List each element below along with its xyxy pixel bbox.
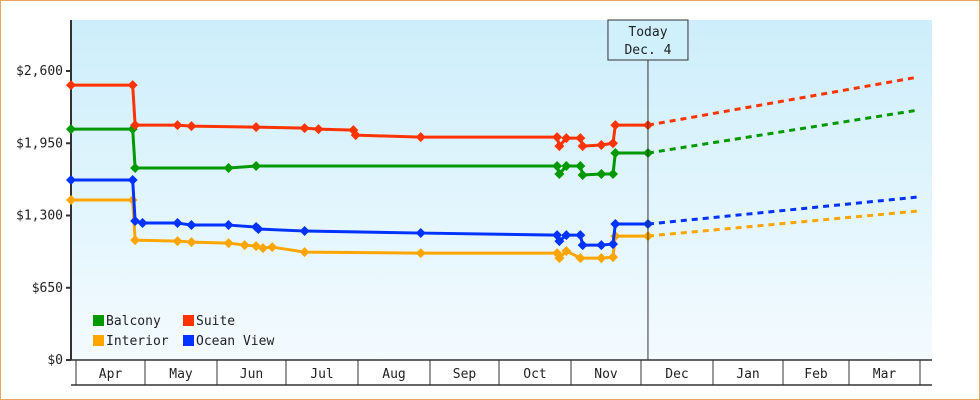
suite-point (577, 141, 588, 152)
ocean-view-point (223, 220, 234, 231)
ocean-view-point (299, 226, 310, 237)
suite-point (350, 130, 361, 141)
suite-point (251, 122, 262, 133)
x-tick-label: Nov (594, 367, 618, 382)
suite-point (127, 80, 138, 91)
interior-point (130, 235, 141, 246)
ocean-view-projection-line (647, 195, 918, 226)
ocean-view-point (137, 218, 148, 229)
x-tick-label: Aug (382, 367, 405, 382)
ocean-view-point (596, 240, 607, 251)
balcony-point (575, 161, 586, 172)
x-tick-label: Jun (240, 367, 263, 382)
legend-swatch (93, 335, 104, 346)
suite-point (172, 120, 183, 131)
legend-label: Interior (106, 334, 169, 349)
ocean-view-point (608, 239, 618, 250)
suite-point (299, 123, 310, 134)
plot-area (71, 20, 932, 360)
interior-point (415, 248, 426, 259)
balcony-point (554, 169, 565, 180)
interior-point (172, 236, 183, 247)
legend-label: Suite (196, 314, 235, 329)
x-tick-label: May (169, 367, 193, 382)
suite-point (313, 124, 324, 135)
ocean-view-point (127, 175, 138, 186)
interior-point (575, 253, 586, 264)
suite-point (561, 133, 572, 144)
legend-swatch (183, 315, 194, 326)
interior-point (596, 253, 607, 264)
ocean-view-point (66, 175, 76, 186)
x-tick-label: Jul (310, 367, 333, 382)
balcony-point (66, 124, 76, 135)
interior-point (258, 243, 268, 254)
suite-point (186, 121, 197, 132)
interior-point (239, 240, 250, 251)
x-tick-label: Mar (873, 367, 897, 382)
ocean-view-point (575, 230, 586, 241)
today-date: Dec. 4 (624, 43, 671, 58)
ocean-view-point (172, 218, 183, 229)
interior-point (561, 246, 572, 257)
suite-point (608, 138, 618, 149)
balcony-point (596, 169, 607, 180)
legend-swatch (93, 315, 104, 326)
today-box (607, 19, 689, 61)
interior-point (186, 237, 197, 248)
balcony-point (608, 169, 618, 180)
ocean-view-point (561, 230, 572, 241)
balcony-point (577, 170, 588, 181)
legend-label: Balcony (106, 314, 161, 329)
x-tick-label: Oct (523, 367, 546, 382)
suite-point (596, 140, 607, 151)
y-tick-label: $650 (32, 281, 63, 296)
balcony-point (223, 163, 234, 174)
suite-point (552, 132, 563, 143)
suite-point (66, 80, 76, 91)
legend-label: Ocean View (196, 334, 274, 349)
x-tick-label: Sep (453, 367, 477, 382)
balcony-point (130, 163, 141, 174)
interior-projection-line (647, 209, 918, 238)
interior-point (608, 252, 618, 263)
suite-projection-line (647, 75, 918, 127)
interior-point (299, 247, 310, 258)
suite-point (415, 132, 426, 143)
ocean-view-point (186, 220, 197, 231)
x-tick-label: Feb (804, 367, 828, 382)
suite-point (610, 120, 621, 131)
ocean-view-point (415, 228, 426, 239)
today-label: Today (628, 25, 667, 40)
legend-swatch (183, 335, 194, 346)
y-tick-label: $1,950 (16, 136, 63, 151)
ocean-view-point (554, 236, 565, 247)
suite-point (130, 120, 141, 131)
balcony-point (561, 161, 572, 172)
ocean-view-point (130, 216, 141, 227)
balcony-point (127, 124, 138, 135)
suite-point (575, 133, 586, 144)
balcony-projection-line (647, 108, 918, 155)
interior-point (66, 195, 76, 206)
interior-point (554, 253, 565, 264)
y-tick-label: $2,600 (16, 64, 63, 79)
x-tick-label: Apr (99, 367, 123, 382)
interior-point (267, 242, 278, 253)
ocean-view-point (253, 224, 264, 235)
balcony-point (552, 161, 563, 172)
interior-point (223, 238, 234, 249)
ocean-view-point (577, 240, 588, 251)
y-tick-label: $0 (47, 353, 63, 368)
ocean-view-point (610, 219, 621, 230)
suite-point (554, 141, 565, 152)
balcony-point (610, 148, 621, 159)
balcony-point (251, 161, 262, 172)
x-tick-label: Dec (665, 367, 688, 382)
y-tick-label: $1,300 (16, 209, 63, 224)
x-tick-label: Jan (736, 367, 759, 382)
